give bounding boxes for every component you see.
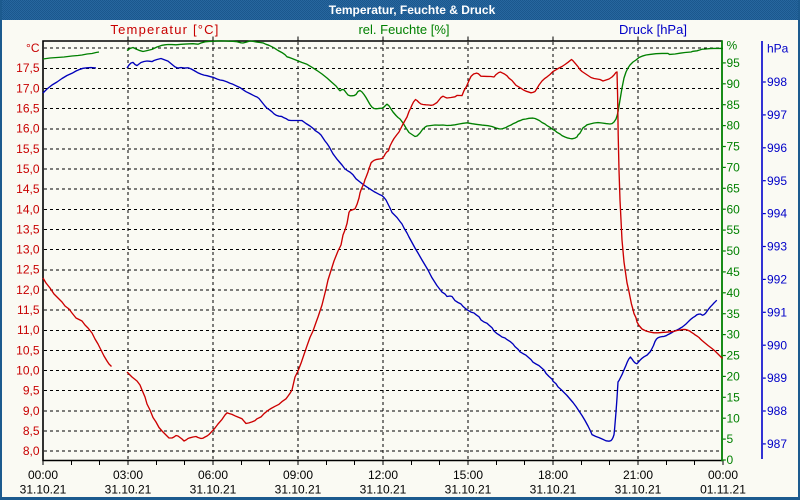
svg-text:Druck [hPa]: Druck [hPa]	[619, 22, 687, 37]
svg-text:31.10.21: 31.10.21	[105, 483, 152, 497]
svg-text:70: 70	[727, 161, 741, 175]
svg-text:0: 0	[727, 453, 734, 467]
svg-text:31.10.21: 31.10.21	[360, 483, 407, 497]
svg-text:989: 989	[767, 371, 787, 385]
svg-text:15,0: 15,0	[16, 162, 40, 176]
svg-text:31.10.21: 31.10.21	[20, 483, 67, 497]
svg-text:03:00: 03:00	[113, 468, 143, 482]
svg-text:95: 95	[727, 56, 741, 70]
svg-text:31.10.21: 31.10.21	[190, 483, 237, 497]
svg-text:85: 85	[727, 98, 741, 112]
svg-text:45: 45	[727, 265, 741, 279]
svg-text:31.10.21: 31.10.21	[530, 483, 577, 497]
svg-text:75: 75	[727, 140, 741, 154]
svg-text:14,5: 14,5	[16, 182, 40, 196]
svg-text:9,5: 9,5	[23, 384, 40, 398]
svg-text:rel. Feuchte [%]: rel. Feuchte [%]	[358, 22, 449, 37]
svg-text:10: 10	[727, 411, 741, 425]
svg-text:25: 25	[727, 349, 741, 363]
svg-text:991: 991	[767, 305, 787, 319]
svg-text:10,5: 10,5	[16, 343, 40, 357]
svg-text:Temperatur [°C]: Temperatur [°C]	[110, 22, 219, 37]
svg-text:31.10.21: 31.10.21	[615, 483, 662, 497]
svg-text:35: 35	[727, 307, 741, 321]
svg-text:55: 55	[727, 223, 741, 237]
svg-text:994: 994	[767, 207, 787, 221]
svg-text:990: 990	[767, 338, 787, 352]
svg-text:40: 40	[727, 286, 741, 300]
svg-text:31.10.21: 31.10.21	[445, 483, 492, 497]
svg-text:50: 50	[727, 244, 741, 258]
svg-text:9,0: 9,0	[23, 404, 40, 418]
svg-text:90: 90	[727, 77, 741, 91]
svg-text:21:00: 21:00	[623, 468, 653, 482]
svg-text:14,0: 14,0	[16, 202, 40, 216]
svg-text:997: 997	[767, 108, 787, 122]
svg-text:31.10.21: 31.10.21	[275, 483, 322, 497]
svg-text:10,0: 10,0	[16, 364, 40, 378]
svg-text:00:00: 00:00	[708, 468, 738, 482]
svg-text:hPa: hPa	[767, 41, 789, 55]
svg-text:16,0: 16,0	[16, 122, 40, 136]
svg-text:60: 60	[727, 202, 741, 216]
svg-text:15,5: 15,5	[16, 142, 40, 156]
svg-text:17,5: 17,5	[16, 61, 40, 75]
svg-text:16,5: 16,5	[16, 102, 40, 116]
svg-text:8,0: 8,0	[23, 444, 40, 458]
svg-text:06:00: 06:00	[198, 468, 228, 482]
svg-text:%: %	[727, 39, 738, 53]
svg-text:17,0: 17,0	[16, 81, 40, 95]
svg-text:998: 998	[767, 75, 787, 89]
svg-text:13,0: 13,0	[16, 243, 40, 257]
svg-text:15:00: 15:00	[453, 468, 483, 482]
svg-text:20: 20	[727, 370, 741, 384]
svg-text:11,0: 11,0	[17, 323, 40, 337]
svg-text:09:00: 09:00	[283, 468, 313, 482]
svg-text:11,5: 11,5	[17, 303, 40, 317]
svg-text:5: 5	[727, 432, 734, 446]
svg-text:988: 988	[767, 404, 787, 418]
svg-text:993: 993	[767, 240, 787, 254]
svg-text:°C: °C	[26, 41, 40, 55]
svg-text:15: 15	[727, 390, 741, 404]
svg-text:987: 987	[767, 437, 787, 451]
svg-text:01.11.21: 01.11.21	[700, 483, 746, 497]
svg-text:996: 996	[767, 141, 787, 155]
svg-text:12:00: 12:00	[368, 468, 398, 482]
svg-text:13,5: 13,5	[16, 223, 40, 237]
svg-text:995: 995	[767, 174, 787, 188]
svg-text:8,5: 8,5	[23, 424, 40, 438]
svg-text:18:00: 18:00	[538, 468, 568, 482]
svg-text:992: 992	[767, 273, 787, 287]
svg-text:12,5: 12,5	[16, 263, 40, 277]
svg-text:65: 65	[727, 181, 741, 195]
svg-text:00:00: 00:00	[28, 468, 58, 482]
svg-text:12,0: 12,0	[16, 283, 40, 297]
svg-text:80: 80	[727, 119, 741, 133]
svg-text:30: 30	[727, 328, 741, 342]
